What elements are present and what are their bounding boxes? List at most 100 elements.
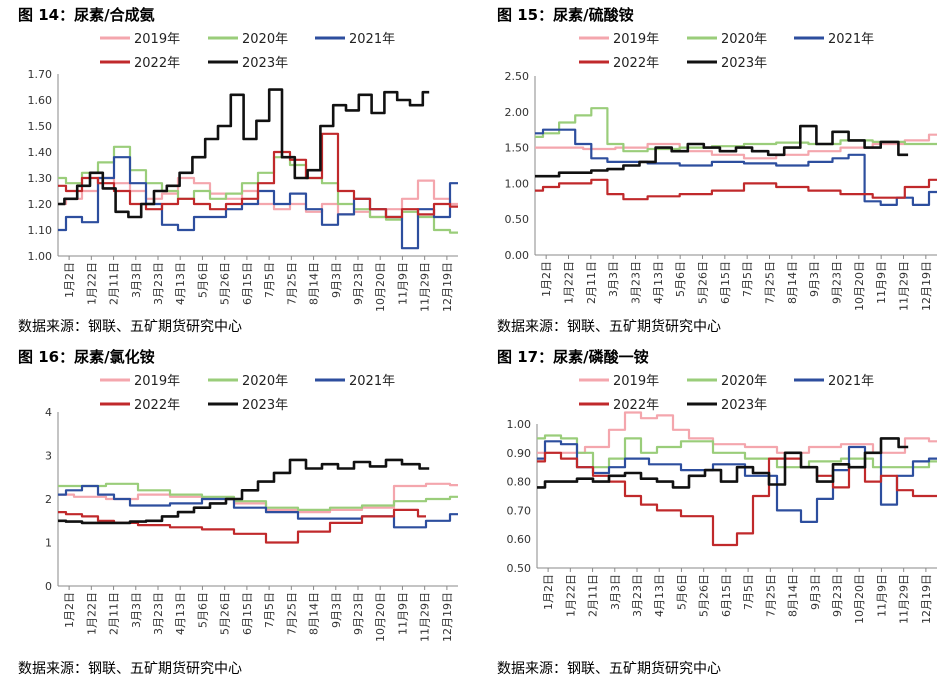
y-tick-label: 1.50 (28, 120, 53, 133)
series-line-2022年 (537, 451, 937, 547)
x-tick-label: 11月29日 (898, 261, 911, 311)
series-line-2022年 (535, 178, 937, 201)
chart-title: 图 16：尿素/氯化铵 (18, 348, 155, 366)
x-tick-label: 8月14日 (308, 592, 321, 635)
legend-label: 2021年 (349, 374, 395, 389)
chart-panel-16: 图 16：尿素/氯化铵 2019年 2020年 2021年 2022年 2023年 0 1 2… (0, 342, 470, 682)
series-line-2023年 (58, 88, 430, 219)
x-tick-label: 3月23日 (631, 574, 644, 617)
y-tick-label: 0 (45, 580, 52, 593)
x-tick-label: 3月3日 (609, 574, 622, 610)
x-tick-label: 11月9日 (396, 592, 409, 635)
legend-item: 2021年 (794, 374, 874, 389)
legend-item: 2022年 (579, 56, 659, 71)
x-tick-label: 9月3日 (330, 592, 343, 628)
legend-item: 2021年 (794, 32, 874, 47)
chart-17: 2019年 2020年 2021年 2022年 2023年 0.50 0.60 0.70 0.8… (507, 374, 937, 624)
x-tick-label: 12月19日 (920, 574, 933, 624)
x-tick-label: 10月20日 (374, 262, 387, 312)
y-tick-label: 3 (45, 450, 52, 463)
series-line-2019年 (535, 133, 937, 160)
legend-label: 2021年 (349, 32, 395, 47)
y-tick-label: 0.60 (507, 533, 532, 546)
x-tick-label: 5月26日 (698, 574, 711, 617)
x-tick-label: 3月23日 (630, 261, 643, 304)
x-tick-label: 1月22日 (85, 262, 98, 305)
y-tick-label: 0.70 (507, 504, 532, 517)
x-tick-label: 1月2日 (63, 262, 76, 298)
series-line-2023年 (58, 458, 430, 525)
y-tick-label: 0.00 (505, 249, 530, 262)
x-tick-label: 10月20日 (374, 592, 387, 642)
x-tick-label: 4月13日 (174, 592, 187, 635)
x-tick-label: 7月5日 (741, 261, 754, 297)
series-line-2022年 (58, 508, 426, 544)
x-tick-label: 8月14日 (308, 262, 321, 305)
chart-title: 图 14：尿素/合成氨 (18, 6, 155, 24)
legend-label: 2022年 (613, 56, 659, 71)
legend-item: 2020年 (687, 374, 767, 389)
x-tick-label: 3月3日 (130, 592, 143, 628)
y-tick-label: 2.50 (505, 70, 530, 83)
x-tick-label: 9月23日 (831, 574, 844, 617)
x-tick-label: 4月13日 (653, 574, 666, 617)
series-line-2021年 (535, 128, 937, 206)
x-tick-label: 7月5日 (263, 592, 276, 628)
y-tick-label: 4 (45, 406, 52, 419)
series-line-2021年 (58, 484, 458, 529)
legend-label: 2020年 (242, 32, 288, 47)
chart-panel-14: 图 14：尿素/合成氨 2019年 2020年 2021年 2022年 2023年 1.0… (0, 0, 470, 340)
legend-item: 2022年 (100, 398, 180, 413)
x-tick-label: 7月25日 (285, 262, 298, 305)
x-tick-label: 2月11日 (587, 574, 600, 617)
series-line-2019年 (537, 411, 937, 454)
legend-item: 2022年 (579, 398, 659, 413)
legend-label: 2022年 (613, 398, 659, 413)
x-tick-label: 9月23日 (831, 261, 844, 304)
y-tick-label: 1.00 (28, 250, 53, 263)
legend-item: 2022年 (100, 56, 180, 71)
x-tick-label: 6月15日 (241, 262, 254, 305)
legend-item: 2020年 (208, 32, 288, 47)
y-tick-label: 2.00 (505, 106, 530, 119)
series-line-2023年 (535, 124, 909, 178)
x-tick-label: 2月11日 (585, 261, 598, 304)
x-tick-label: 11月29日 (419, 262, 432, 312)
legend-item: 2019年 (100, 374, 180, 389)
legend-item: 2021年 (315, 374, 395, 389)
source-note: 数据来源：钢联、五矿期货研究中心 (497, 319, 721, 335)
x-tick-label: 5月26日 (219, 262, 232, 305)
x-tick-label: 5月6日 (196, 592, 209, 628)
legend-item: 2023年 (687, 56, 767, 71)
y-tick-label: 1.00 (507, 418, 532, 431)
x-tick-label: 10月20日 (853, 261, 866, 311)
y-tick-label: 1.70 (28, 68, 53, 81)
x-tick-label: 3月23日 (152, 592, 165, 635)
x-tick-label: 7月25日 (764, 261, 777, 304)
x-tick-label: 1月2日 (542, 574, 555, 610)
y-tick-label: 1.50 (505, 142, 530, 155)
series-line-2021年 (58, 156, 458, 250)
x-tick-label: 5月6日 (196, 262, 209, 298)
legend-item: 2021年 (315, 32, 395, 47)
series-line-2020年 (58, 145, 458, 234)
x-tick-label: 9月3日 (808, 261, 821, 297)
series-line-2023年 (537, 437, 909, 489)
legend-label: 2019年 (613, 32, 659, 47)
x-tick-label: 5月6日 (674, 261, 687, 297)
y-tick-label: 1.10 (28, 224, 53, 237)
legend-label: 2023年 (721, 56, 767, 71)
legend-label: 2019年 (134, 32, 180, 47)
x-tick-label: 2月11日 (108, 592, 121, 635)
x-tick-label: 3月3日 (130, 262, 143, 298)
x-tick-label: 6月15日 (720, 574, 733, 617)
x-tick-label: 1月2日 (540, 261, 553, 297)
legend-label: 2022年 (134, 398, 180, 413)
chart-title: 图 15：尿素/硫酸铵 (497, 6, 634, 24)
y-tick-label: 1.40 (28, 146, 53, 159)
x-tick-label: 11月29日 (419, 592, 432, 642)
y-tick-label: 1.30 (28, 172, 53, 185)
x-tick-label: 1月2日 (63, 592, 76, 628)
x-tick-label: 8月14日 (787, 574, 800, 617)
y-tick-label: 1.60 (28, 94, 53, 107)
